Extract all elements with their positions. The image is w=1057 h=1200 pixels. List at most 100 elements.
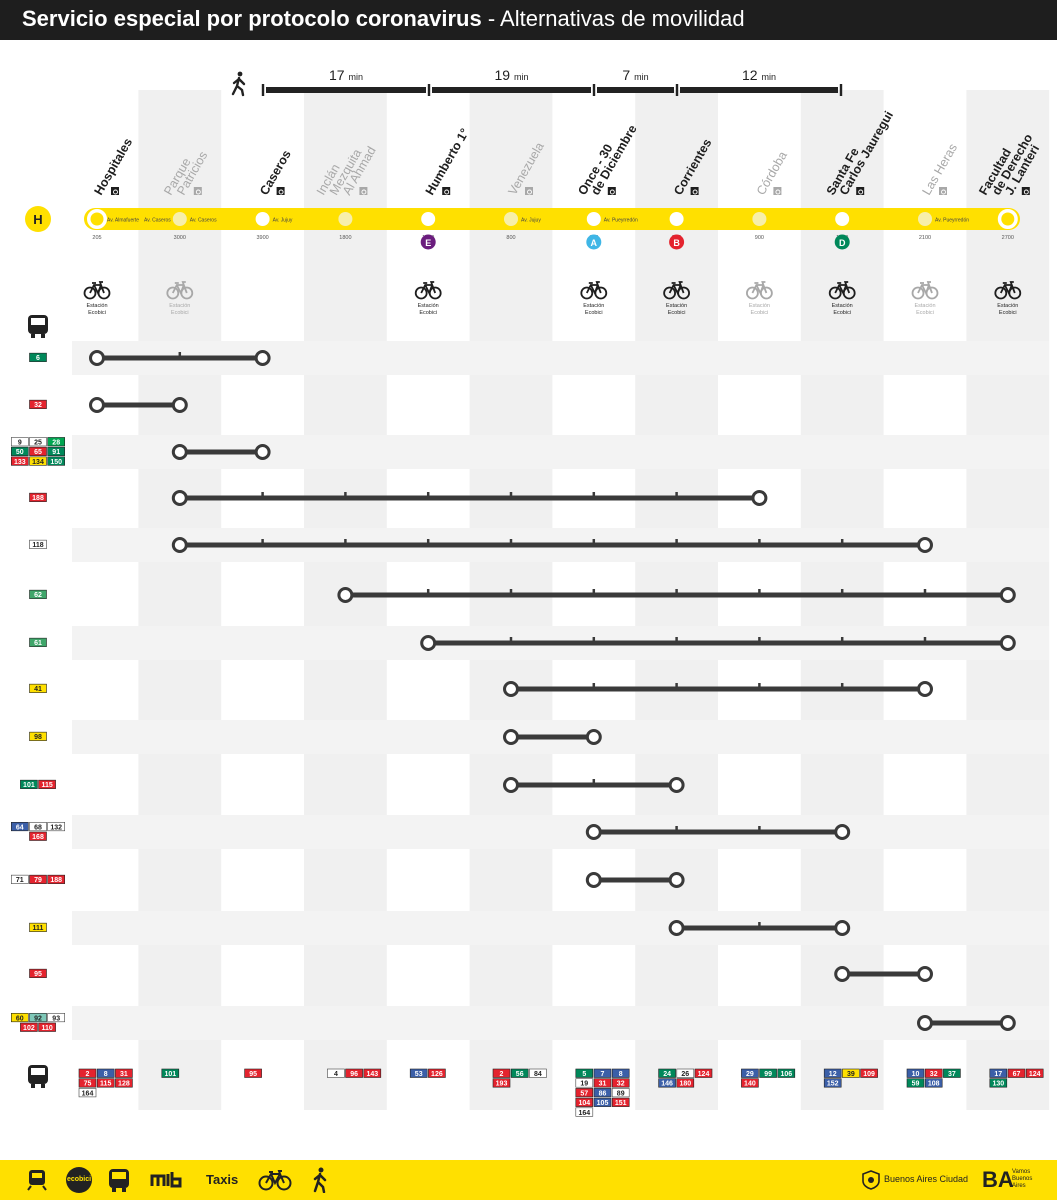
- station-0-bus-badge-number: 75: [84, 1081, 92, 1088]
- walk-time-unit: min: [514, 72, 529, 82]
- accessibility-bg: [111, 187, 119, 195]
- route-2-bus-badge: [47, 456, 66, 466]
- station-8-bus-badge: [777, 1068, 796, 1078]
- route-5-bus-badge-number: 62: [34, 592, 42, 599]
- route-8-bus-badge-number: 98: [34, 734, 42, 741]
- route-13-bus-badge-number: 95: [34, 971, 42, 978]
- walk-time-label: 19 min: [495, 67, 529, 83]
- station-0-bus-badge: [96, 1078, 115, 1088]
- ecobici-icon: [746, 281, 773, 300]
- station-dot: [255, 212, 270, 226]
- accessibility-bg: [607, 187, 616, 195]
- street-label: Av. Pueyrredón: [604, 218, 638, 224]
- station-9-bus-badge: [860, 1068, 878, 1078]
- station-0-bus-badge: [78, 1068, 97, 1078]
- station-1-bus-badge-number: 101: [164, 1071, 176, 1078]
- station-7-bus-badge-number: 180: [679, 1081, 691, 1088]
- ecobici-label: Ecobici: [585, 310, 603, 316]
- route-start-node: [420, 635, 437, 651]
- station-7-bus-badge: [676, 1068, 695, 1078]
- route-end-node: [668, 777, 685, 793]
- bike-frame: [751, 281, 768, 296]
- route-2-bus-badge-number: 25: [34, 439, 42, 446]
- route-end-node: [917, 681, 933, 697]
- station-11-bus-badge: [989, 1078, 1008, 1088]
- accessibility-icon: [939, 187, 947, 195]
- route-3-bus-badge-number: 188: [32, 495, 44, 502]
- station-6-bus-badge-number: 5: [582, 1071, 586, 1078]
- route-end-node: [834, 824, 851, 840]
- route-12-bus-badge-number: 111: [33, 925, 44, 932]
- accessibility-wheel: [692, 189, 698, 195]
- ba-sub-3: Aires: [1012, 1183, 1026, 1189]
- walk-time-unit: min: [348, 72, 363, 82]
- station-6-bus-badge-number: 8: [619, 1071, 623, 1078]
- station-6-bus-badge-number: 86: [599, 1090, 607, 1097]
- connection-line-badge: [834, 234, 850, 250]
- bus-wheel: [41, 1084, 45, 1088]
- column-stripe: [138, 90, 222, 1110]
- station-0-bus-badge-number: 8: [104, 1071, 108, 1078]
- street-number: 3000: [174, 235, 186, 241]
- route-10-bus-badge-number: 168: [32, 834, 44, 841]
- bike-frame: [89, 281, 105, 296]
- ecobici-label: Ecobici: [88, 310, 106, 316]
- station-8-bus-badge: [741, 1078, 759, 1088]
- route-2-bus-badge-number: 28: [52, 439, 60, 446]
- street-label: Av. Jujuy: [521, 218, 541, 224]
- accessibility-bg: [359, 187, 368, 195]
- station-6-bus-badge-number: 32: [617, 1081, 625, 1088]
- accessibility-bg: [773, 187, 782, 195]
- route-2-bus-badge-number: 133: [14, 459, 26, 466]
- street-number: 205: [92, 235, 101, 241]
- route-2-bus-badge: [29, 456, 47, 466]
- bus-window: [31, 1068, 45, 1075]
- route-start-node: [585, 824, 602, 840]
- accessibility-icon: [1021, 187, 1030, 195]
- station-3-bus-badge-number: 96: [350, 1071, 358, 1078]
- accessibility-bg: [856, 187, 865, 195]
- accessibility-wheel: [941, 189, 946, 195]
- station-6-bus-badge-number: 19: [580, 1081, 588, 1088]
- station-6-bus-badge: [593, 1078, 612, 1088]
- station-0-bus-badge-number: 128: [118, 1081, 130, 1088]
- route-11-bus-badge: [11, 874, 29, 884]
- station-11-bus-badge: [1007, 1068, 1026, 1078]
- street-number: 2100: [919, 235, 931, 241]
- ba-logo-text: BA: [982, 1167, 1014, 1192]
- station-0-bus-badge-number: 164: [82, 1090, 94, 1097]
- route-1-bus-badge: [29, 399, 47, 409]
- accessibility-wheel: [113, 189, 118, 195]
- page-title: Servicio especial por protocolo coronavi…: [22, 6, 745, 32]
- station-9-bus-badge-number: 39: [847, 1071, 855, 1078]
- route-start-node: [171, 444, 188, 460]
- ecobici-label: Estación: [749, 303, 770, 309]
- bike-wheel-rear: [83, 286, 97, 300]
- route-11-bus-badge: [29, 874, 47, 884]
- station-11-bus-badge-number: 130: [992, 1081, 1004, 1088]
- route-2-bus-badge: [47, 437, 66, 447]
- station-6-bus-badge-number: 164: [578, 1110, 590, 1117]
- accessibility-wheel: [1023, 189, 1029, 195]
- route-10-bus-badge-number: 68: [34, 824, 42, 831]
- route-3-bus-badge: [29, 492, 47, 502]
- ecobici-icon: [911, 281, 939, 300]
- ecobici-label: Ecobici: [916, 310, 934, 316]
- accessibility-icon: [193, 187, 202, 195]
- route-10-bus-badge-number: 132: [50, 824, 62, 831]
- station-10-bus-badge: [943, 1068, 961, 1078]
- route-9-bus-badge: [38, 779, 56, 789]
- station-7-bus-badge: [676, 1078, 695, 1088]
- street-label: Av. Pueyrredón: [935, 218, 969, 224]
- walking-icon: [313, 1167, 327, 1193]
- accessibility-wheel: [609, 189, 615, 195]
- station-11-bus-badge: [989, 1068, 1008, 1078]
- accessibility-icon: [442, 187, 451, 195]
- station-4-bus-badge: [409, 1068, 428, 1078]
- route-14-bus-badge: [20, 1022, 38, 1032]
- walk-time-label: 7 min: [622, 67, 648, 83]
- station-4-bus-badge: [428, 1068, 446, 1078]
- route-14-bus-badge: [29, 1012, 47, 1023]
- route-2-bus-badge: [47, 446, 66, 456]
